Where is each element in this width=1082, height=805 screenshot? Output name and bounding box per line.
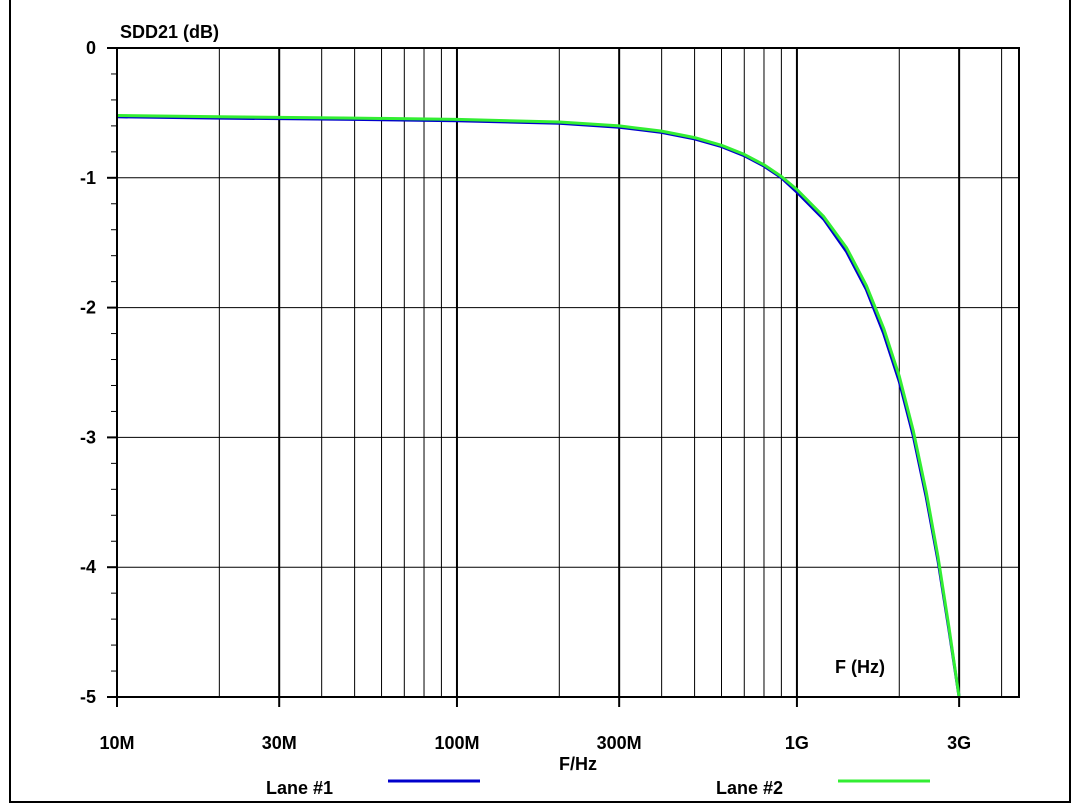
y-tick-label: -4 xyxy=(80,557,96,577)
x-axis-label: F/Hz xyxy=(559,754,597,774)
x-tick-label: 100M xyxy=(434,733,479,753)
y-tick-label: -2 xyxy=(80,298,96,318)
grid xyxy=(117,47,1019,698)
y-tick-label: -3 xyxy=(80,427,96,447)
y-tick-label: -5 xyxy=(80,687,96,707)
x-annotation: F (Hz) xyxy=(835,657,885,677)
figure-frame xyxy=(9,0,1071,803)
plot-area-border xyxy=(116,47,1020,698)
x-tick-label: 30M xyxy=(262,733,297,753)
series-lines xyxy=(116,114,961,698)
y-tick-label: 0 xyxy=(86,38,96,58)
x-ticks: 10M 30M 100M 300M 1G 3G xyxy=(99,697,971,753)
y-tick-label: -1 xyxy=(80,168,96,188)
legend-label-lane-2: Lane #2 xyxy=(716,778,783,798)
x-tick-label: 1G xyxy=(785,733,809,753)
series-line-lane-1 xyxy=(116,115,961,698)
x-tick-label: 10M xyxy=(99,733,134,753)
x-tick-label: 3G xyxy=(947,733,971,753)
legend-label-lane-1: Lane #1 xyxy=(266,778,333,798)
series-line-lane-2 xyxy=(116,114,961,698)
y-axis-label: SDD21 (dB) xyxy=(120,22,219,42)
y-ticks: 0 -1 -2 -3 -4 -5 xyxy=(80,38,117,707)
legend: Lane #1 Lane #2 xyxy=(266,778,930,798)
x-tick-label: 300M xyxy=(597,733,642,753)
